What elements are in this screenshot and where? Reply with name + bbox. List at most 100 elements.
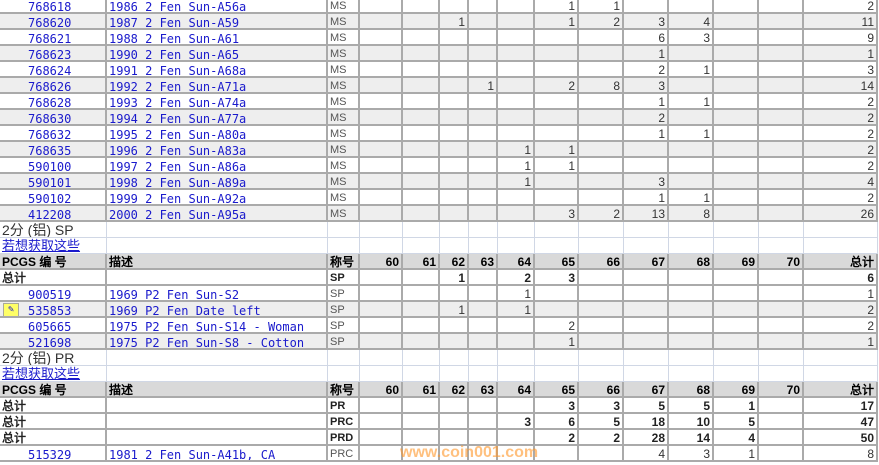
note-icon[interactable]: ✎ xyxy=(3,303,19,316)
grade-66-count xyxy=(579,158,624,174)
grade-66-count: 2 xyxy=(579,14,624,30)
column-header-grade-66[interactable]: 66 xyxy=(579,254,624,270)
pcgs-number-link[interactable]: 768630 xyxy=(0,110,107,126)
get-these-link[interactable]: 若想获取这些 xyxy=(0,238,107,254)
column-header-grade-61[interactable]: 61 xyxy=(403,382,440,398)
pcgs-number-link[interactable]: 900519 xyxy=(0,286,107,302)
pcgs-number-link[interactable]: 515329 xyxy=(0,446,107,462)
grade-69-count xyxy=(714,302,759,318)
description-link[interactable]: 1987 2 Fen Sun-A59 xyxy=(107,14,328,30)
pcgs-number-link[interactable]: 768620 xyxy=(0,14,107,30)
column-header-grade-61[interactable]: 61 xyxy=(403,254,440,270)
blank-row: 2分 (铝) SP xyxy=(0,222,879,238)
empty-cell xyxy=(440,366,469,382)
column-header-grade-62[interactable]: 62 xyxy=(440,382,469,398)
description-link[interactable]: 1981 2 Fen Sun-A41b, CA xyxy=(107,446,328,462)
pcgs-number-link[interactable]: 521698 xyxy=(0,334,107,350)
pcgs-number-link[interactable]: 768623 xyxy=(0,46,107,62)
description-link[interactable]: 1986 2 Fen Sun-A56a xyxy=(107,0,328,14)
grade-62-count xyxy=(440,110,469,126)
grade-60-count xyxy=(360,126,403,142)
description-link[interactable]: 1991 2 Fen Sun-A68a xyxy=(107,62,328,78)
designation-cell: MS xyxy=(328,206,360,222)
description-link[interactable]: 1992 2 Fen Sun-A71a xyxy=(107,78,328,94)
column-header-pcgs-number[interactable]: PCGS 编 号 xyxy=(0,382,107,398)
total-label: 总计 xyxy=(0,414,107,430)
column-header-grade-68[interactable]: 68 xyxy=(669,254,714,270)
column-header-grade-67[interactable]: 67 xyxy=(624,382,669,398)
empty-cell xyxy=(360,238,403,254)
grade-64-count: 1 xyxy=(498,142,535,158)
column-header-grade-60[interactable]: 60 xyxy=(360,382,403,398)
description-link[interactable]: 1969 P2 Fen Date left xyxy=(107,302,328,318)
empty-cell xyxy=(469,238,498,254)
column-header-description[interactable]: 描述 xyxy=(107,254,328,270)
grade-67-count xyxy=(624,334,669,350)
column-header-grade-68[interactable]: 68 xyxy=(669,382,714,398)
pcgs-number-link[interactable]: 590100 xyxy=(0,158,107,174)
empty-cell xyxy=(714,366,759,382)
column-header-pcgs-number[interactable]: PCGS 编 号 xyxy=(0,254,107,270)
pcgs-number-link[interactable]: 590101 xyxy=(0,174,107,190)
pcgs-number-link[interactable]: 768632 xyxy=(0,126,107,142)
column-header-grade-69[interactable]: 69 xyxy=(714,382,759,398)
description-link[interactable]: 1999 2 Fen Sun-A92a xyxy=(107,190,328,206)
grade-61-count xyxy=(403,430,440,446)
column-header-description[interactable]: 描述 xyxy=(107,382,328,398)
column-header-grade-62[interactable]: 62 xyxy=(440,254,469,270)
description-link[interactable]: 2000 2 Fen Sun-A95a xyxy=(107,206,328,222)
pcgs-number-link[interactable]: 768626 xyxy=(0,78,107,94)
pcgs-number-link[interactable]: 768635 xyxy=(0,142,107,158)
description-link[interactable]: 1995 2 Fen Sun-A80a xyxy=(107,126,328,142)
column-header-grade-64[interactable]: 64 xyxy=(498,254,535,270)
grade-70-count xyxy=(759,398,804,414)
column-header-designation[interactable]: 称号 xyxy=(328,382,360,398)
column-header-grade-65[interactable]: 65 xyxy=(535,382,579,398)
description-link[interactable]: 1994 2 Fen Sun-A77a xyxy=(107,110,328,126)
pcgs-number-link[interactable]: 590102 xyxy=(0,190,107,206)
description-link[interactable]: 1997 2 Fen Sun-A86a xyxy=(107,158,328,174)
description-link[interactable]: 1996 2 Fen Sun-A83a xyxy=(107,142,328,158)
get-these-link[interactable]: 若想获取这些 xyxy=(0,366,107,382)
grade-67-count: 28 xyxy=(624,430,669,446)
column-header-total[interactable]: 总计 xyxy=(804,382,878,398)
column-header-grade-70[interactable]: 70 xyxy=(759,254,804,270)
column-header-grade-69[interactable]: 69 xyxy=(714,254,759,270)
grade-64-count xyxy=(498,190,535,206)
pcgs-number-link[interactable]: 605665 xyxy=(0,318,107,334)
table-row: 768621 1988 2 Fen Sun-A61 MS 6 3 9 xyxy=(0,30,879,46)
column-header-grade-64[interactable]: 64 xyxy=(498,382,535,398)
description-link[interactable]: 1975 P2 Fen Sun-S8 - Cotton xyxy=(107,334,328,350)
column-header-grade-70[interactable]: 70 xyxy=(759,382,804,398)
total-count: 14 xyxy=(804,78,878,94)
grade-62-count xyxy=(440,158,469,174)
description-link[interactable]: 1988 2 Fen Sun-A61 xyxy=(107,30,328,46)
column-header-total[interactable]: 总计 xyxy=(804,254,878,270)
pcgs-number-link[interactable]: 768618 xyxy=(0,0,107,14)
column-header-grade-60[interactable]: 60 xyxy=(360,254,403,270)
column-header-grade-63[interactable]: 63 xyxy=(469,382,498,398)
grade-64-count: 1 xyxy=(498,302,535,318)
description-link[interactable]: 1998 2 Fen Sun-A89a xyxy=(107,174,328,190)
column-header-grade-67[interactable]: 67 xyxy=(624,254,669,270)
column-header-grade-63[interactable]: 63 xyxy=(469,254,498,270)
grade-65-count: 1 xyxy=(535,14,579,30)
grade-64-count xyxy=(498,78,535,94)
grade-68-count xyxy=(669,334,714,350)
pcgs-number-link[interactable]: 768621 xyxy=(0,30,107,46)
designation-cell: MS xyxy=(328,14,360,30)
grade-67-count: 1 xyxy=(624,190,669,206)
pcgs-number-link[interactable]: 412208 xyxy=(0,206,107,222)
column-header-grade-66[interactable]: 66 xyxy=(579,382,624,398)
column-header-designation[interactable]: 称号 xyxy=(328,254,360,270)
description-link[interactable]: 1990 2 Fen Sun-A65 xyxy=(107,46,328,62)
grade-70-count xyxy=(759,414,804,430)
description-link[interactable]: 1993 2 Fen Sun-A74a xyxy=(107,94,328,110)
description-link[interactable]: 1975 P2 Fen Sun-S14 - Woman xyxy=(107,318,328,334)
pcgs-number-link[interactable]: 535853 ✎ xyxy=(0,302,107,318)
pcgs-number-link[interactable]: 768624 xyxy=(0,62,107,78)
column-header-grade-65[interactable]: 65 xyxy=(535,254,579,270)
pcgs-number-link[interactable]: 768628 xyxy=(0,94,107,110)
description-link[interactable]: 1969 P2 Fen Sun-S2 xyxy=(107,286,328,302)
empty-cell xyxy=(328,238,360,254)
